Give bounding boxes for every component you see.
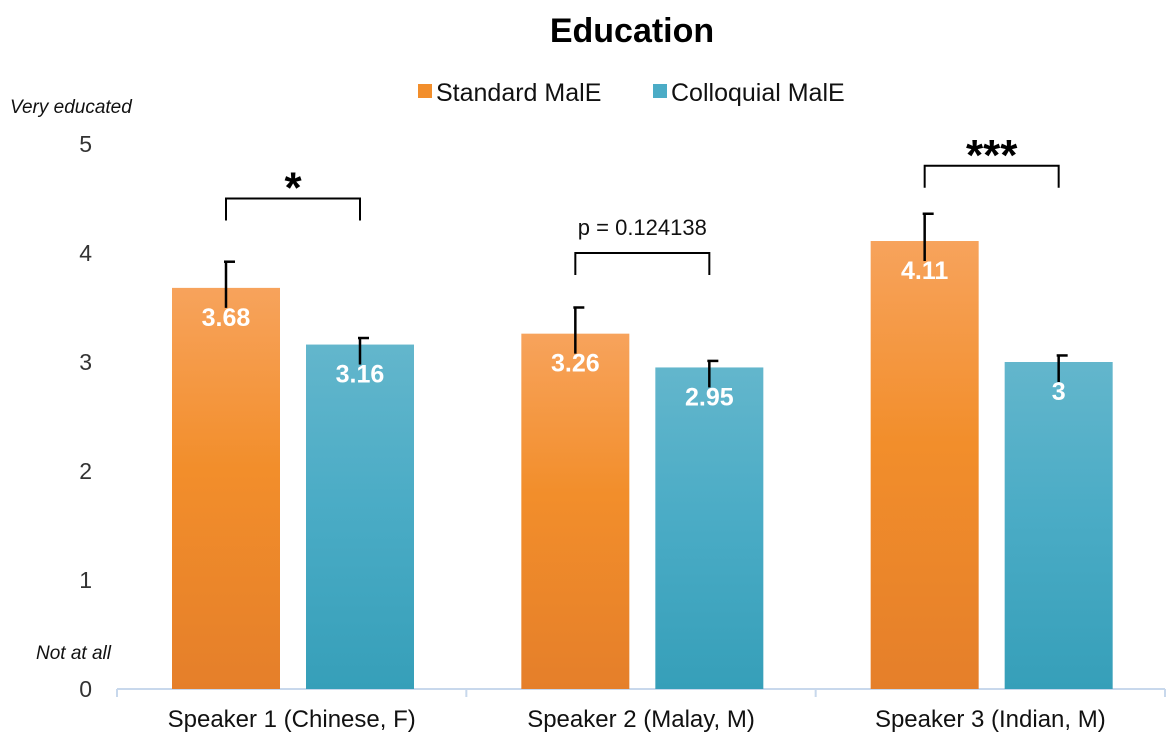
- x-axis: Speaker 1 (Chinese, F) Speaker 2 (Malay, …: [116, 688, 1166, 733]
- data-label-colloquial-male-3: 3: [1052, 378, 1066, 406]
- y-tick-label: 1: [79, 567, 92, 593]
- bar-standard-male-3: [870, 241, 979, 689]
- significance-bracket: [574, 252, 711, 275]
- legend-label-standard: Standard MalE: [436, 79, 601, 107]
- legend-swatch-standard: [418, 84, 432, 98]
- significance-bracket: [225, 197, 361, 221]
- data-label-standard-male-3: 4.11: [901, 257, 948, 285]
- data-label-standard-male-1: 3.68: [202, 304, 251, 332]
- bar-standard-male-2: [521, 333, 630, 689]
- y-top-anchor-label: Very educated: [10, 97, 133, 118]
- data-label-colloquial-male-2: 2.95: [685, 383, 734, 411]
- legend-label-colloquial: Colloquial MalE: [671, 79, 845, 107]
- y-bottom-anchor-label: Not at all: [36, 643, 112, 664]
- data-label-standard-male-2: 3.26: [551, 350, 600, 378]
- y-tick-label: 3: [79, 349, 92, 375]
- x-category-label: Speaker 2 (Malay, M): [527, 706, 755, 733]
- y-tick-label: 2: [79, 458, 92, 484]
- bar-colloquial-male-1: [306, 344, 414, 689]
- x-category-label: Speaker 3 (Indian, M): [875, 706, 1106, 733]
- significance-label: ***: [966, 131, 1018, 180]
- bar-colloquial-male-3: [1004, 362, 1113, 689]
- y-tick-label: 0: [79, 676, 92, 702]
- y-tick-label: 5: [79, 131, 92, 157]
- significance-bracket: [923, 164, 1060, 188]
- bar-colloquial-male-2: [655, 367, 764, 689]
- bar-standard-male-1: [172, 287, 280, 689]
- data-label-colloquial-male-1: 3.16: [336, 361, 385, 389]
- legend: Standard MalE Colloquial MalE: [418, 79, 845, 107]
- significance-brackets: * p = 0.124138 ***: [225, 131, 1060, 275]
- y-axis: 0 1 2 3 4 5: [79, 131, 92, 702]
- bars: 3.68 3.16 3.26 2.95 4.11 3: [172, 212, 1113, 689]
- x-category-label: Speaker 1 (Chinese, F): [168, 706, 416, 733]
- significance-label: p = 0.124138: [578, 215, 707, 240]
- significance-label: *: [284, 164, 302, 213]
- chart-title: Education: [550, 12, 714, 50]
- legend-swatch-colloquial: [653, 84, 667, 98]
- y-tick-label: 4: [79, 240, 92, 266]
